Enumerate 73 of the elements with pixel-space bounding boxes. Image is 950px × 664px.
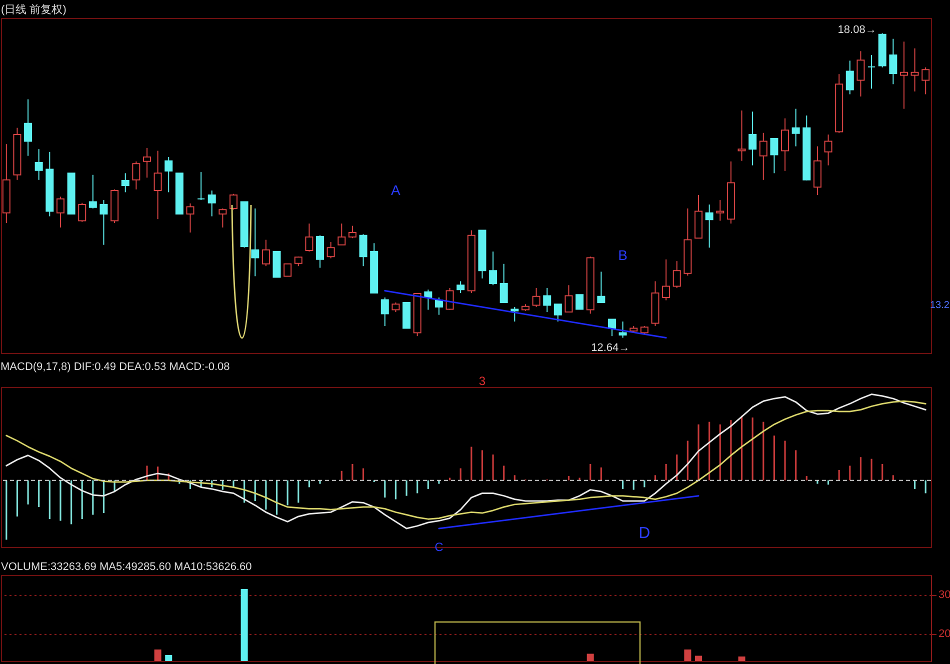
candlestick (305, 223, 314, 252)
candlestick (748, 111, 757, 166)
candlestick (434, 296, 443, 316)
candlestick (554, 304, 562, 322)
candlestick (597, 271, 606, 304)
candlestick (564, 284, 573, 313)
candlestick (608, 318, 616, 337)
candlestick (88, 174, 97, 209)
annotation: B (618, 247, 628, 263)
candlestick (759, 132, 768, 180)
candlestick (922, 66, 930, 95)
chart-title: (日线 前复权) (1, 3, 66, 16)
annotation: A (391, 182, 402, 198)
candlestick (164, 156, 173, 193)
candlestick (142, 147, 151, 178)
candlestick (446, 287, 454, 310)
y-tick-label: 20 (938, 628, 950, 640)
candlestick (868, 54, 876, 90)
candlestick (510, 306, 519, 322)
candlestick (792, 108, 800, 147)
candlestick (392, 302, 400, 313)
candlestick (900, 41, 908, 110)
candlestick (738, 110, 746, 162)
text: C (434, 540, 444, 554)
candlestick (824, 134, 832, 166)
candlestick (262, 239, 270, 267)
candlestick (316, 234, 324, 268)
candlestick (705, 204, 714, 248)
candlestick (618, 321, 627, 338)
candlestick (132, 160, 140, 190)
candlestick (294, 256, 302, 267)
candlestick (543, 287, 552, 313)
annotation: D (638, 525, 650, 542)
text: 3 (478, 374, 486, 388)
candlestick (121, 172, 130, 193)
candlestick (846, 60, 854, 95)
candlestick (380, 296, 389, 327)
candlestick (489, 251, 498, 286)
annotation: 13.2 (930, 300, 950, 311)
candlestick (208, 190, 216, 217)
candlestick (218, 208, 227, 228)
annotation: 12.64→ (591, 342, 630, 354)
chart-title: VOLUME:33263.69 MA5:49285.60 MA10:53626.60 (1, 561, 252, 573)
candlestick (500, 263, 508, 304)
candlestick (856, 50, 865, 97)
candlestick (251, 208, 260, 277)
candlestick (197, 172, 206, 201)
candlestick (230, 193, 238, 210)
candlestick (24, 98, 32, 156)
chart-title: MACD(9,17,8) DIF:0.49 DEA:0.53 MACD:-0.08 (0, 361, 230, 373)
candlestick (100, 200, 108, 246)
candlestick (348, 225, 356, 239)
candlestick (56, 196, 64, 228)
candlestick (532, 287, 540, 308)
candlestick (770, 138, 778, 174)
candlestick (716, 200, 724, 222)
candlestick (186, 202, 194, 234)
candlestick (456, 280, 465, 294)
candlestick (662, 258, 670, 301)
candlestick (672, 260, 681, 288)
candlestick (359, 234, 368, 267)
candlestick (154, 150, 162, 220)
candlestick (889, 38, 898, 85)
candlestick (338, 223, 346, 246)
candlestick (910, 48, 919, 92)
candlestick (326, 242, 335, 259)
candlestick (576, 294, 584, 310)
y-tick-label: 30 (938, 589, 950, 601)
candlestick (78, 202, 86, 222)
candlestick (34, 148, 43, 180)
candlestick (781, 118, 790, 172)
annotation: 18.08→ (838, 24, 876, 36)
candlestick (284, 263, 292, 277)
